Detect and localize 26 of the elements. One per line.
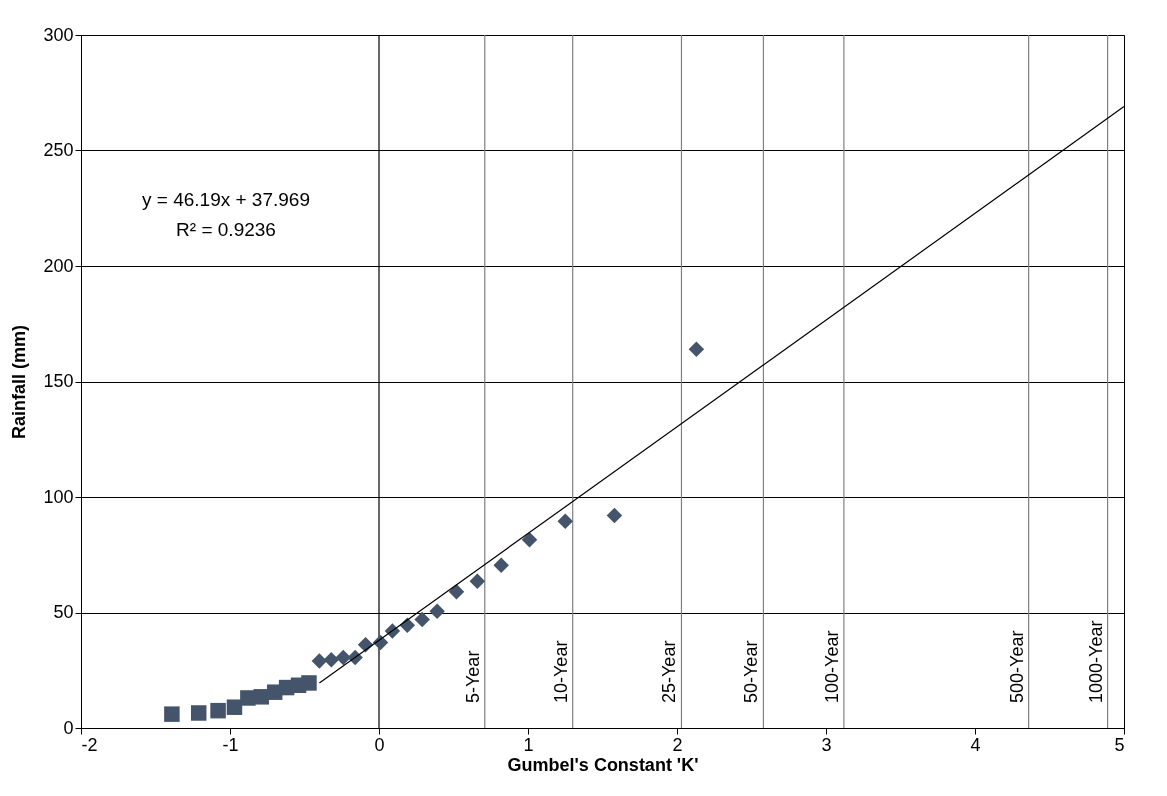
- x-tick-label: 3: [821, 734, 832, 755]
- annotation: y = 46.19x + 37.969: [142, 189, 310, 210]
- x-axis-title: Gumbel's Constant 'K': [507, 754, 699, 775]
- y-tick-label: 0: [63, 717, 74, 738]
- y-tick-label: 200: [43, 255, 74, 276]
- y-tick-label: 50: [53, 602, 74, 622]
- y-tick-label: 300: [43, 24, 74, 45]
- ref-line-label: 25-Year: [659, 640, 680, 703]
- x-tick-label: 5: [1114, 734, 1125, 755]
- y-tick-label: 250: [43, 140, 74, 160]
- x-tick-label: 4: [970, 734, 981, 755]
- x-tick-label: 0: [374, 734, 385, 755]
- ref-line-label: 100-Year: [821, 630, 842, 703]
- y-axis-title: Rainfall (mm): [9, 324, 30, 440]
- x-tick-label: 2: [672, 734, 683, 755]
- y-tick-label: 150: [43, 371, 74, 391]
- annotation: R² = 0.9236: [176, 219, 276, 240]
- ref-line-label: 1000-Year: [1085, 620, 1106, 703]
- x-tick-label: 1: [523, 734, 534, 755]
- ref-line-label: 5-Year: [462, 650, 483, 703]
- x-tick-label: -2: [81, 734, 98, 755]
- ref-line-label: 50-Year: [741, 640, 762, 703]
- y-tick-label: 100: [43, 486, 74, 507]
- x-tick-label: -1: [222, 734, 239, 755]
- ref-line-label: 10-Year: [550, 640, 571, 703]
- ref-line-label: 500-Year: [1006, 630, 1027, 703]
